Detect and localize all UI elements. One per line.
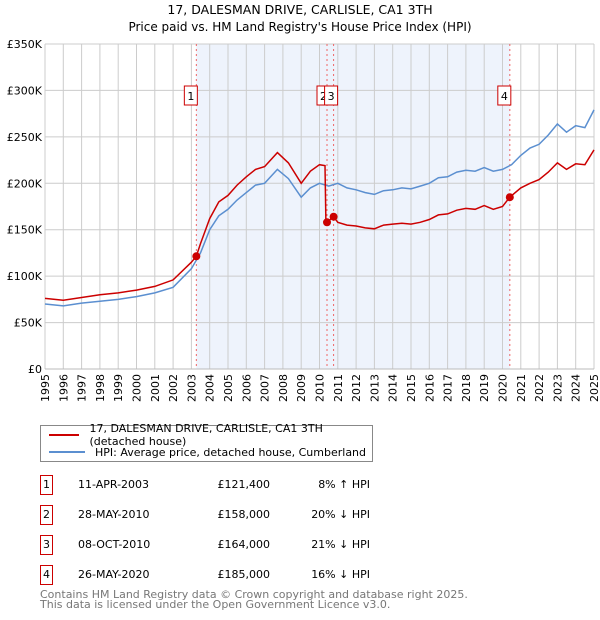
price-chart: 17, DALESMAN DRIVE, CARLISLE, CA1 3TH Pr… (7, 2, 600, 402)
sale-row: 4 26-MAY-2020 £185,000 16% ↓ HPI (40, 565, 440, 585)
y-tick-label: £100K (7, 270, 43, 283)
sale-marker-label: 4 (501, 90, 508, 103)
sale-marker-label: 3 (328, 90, 335, 103)
y-tick-label: £300K (7, 84, 43, 97)
x-tick-label: 2024 (570, 374, 583, 402)
sale-hpi-diff: 21% ↓ HPI (311, 538, 370, 551)
x-tick-label: 2008 (277, 374, 290, 402)
x-tick-label: 1995 (39, 374, 52, 402)
x-tick-label: 2004 (204, 374, 217, 402)
x-tick-label: 2021 (515, 374, 528, 402)
chart-title: 17, DALESMAN DRIVE, CARLISLE, CA1 3TH (167, 2, 432, 17)
sale-date: 11-APR-2003 (78, 478, 150, 491)
y-tick-label: £200K (7, 177, 43, 190)
x-tick-label: 2020 (497, 374, 510, 402)
x-tick-label: 2018 (460, 374, 473, 402)
legend-item-hpi: HPI: Average price, detached house, Cumb… (49, 444, 366, 460)
sale-row: 2 28-MAY-2010 £158,000 20% ↓ HPI (40, 505, 440, 525)
sale-marker-box (324, 85, 339, 106)
x-tick-label: 2012 (350, 374, 363, 402)
x-tick-label: 2007 (259, 374, 272, 402)
y-tick-label: £250K (7, 131, 43, 144)
x-tick-label: 2013 (368, 374, 381, 402)
x-tick-label: 2025 (588, 374, 600, 402)
sale-price: £164,000 (217, 538, 271, 551)
sale-number: 3 (40, 535, 53, 555)
sale-point (192, 252, 201, 261)
x-tick-label: 2017 (442, 374, 455, 402)
sale-number: 1 (40, 475, 53, 495)
footer-line: Contains HM Land Registry data © Crown c… (40, 588, 468, 601)
sale-row: 1 11-APR-2003 £121,400 8% ↑ HPI (40, 475, 440, 495)
y-tick-label: £350K (7, 38, 43, 51)
sale-marker-label: 1 (187, 90, 194, 103)
x-tick-label: 2009 (295, 374, 308, 402)
sale-price: £121,400 (217, 478, 271, 491)
x-tick-label: 2002 (167, 374, 180, 402)
x-tick-label: 2022 (533, 374, 546, 402)
sale-date: 08-OCT-2010 (78, 538, 151, 551)
sale-price: £158,000 (217, 508, 271, 521)
x-tick-label: 2011 (332, 374, 345, 402)
x-tick-label: 2016 (423, 374, 436, 402)
sale-point (323, 218, 332, 227)
x-tick-label: 2003 (185, 374, 198, 402)
sale-marker-box (183, 85, 198, 106)
series-line-hpi (44, 109, 595, 307)
x-tick-label: 2014 (387, 374, 400, 402)
chart-subtitle: Price paid vs. HM Land Registry's House … (128, 20, 471, 34)
legend-label: HPI: Average price, detached house, Cumb… (95, 445, 367, 459)
x-tick-label: 2000 (131, 374, 144, 402)
sale-marker-label: 2 (320, 90, 327, 103)
x-tick-label: 2015 (405, 374, 418, 402)
legend-label: 17, DALESMAN DRIVE, CARLISLE, CA1 3TH (d… (89, 422, 323, 448)
sale-price: £185,000 (217, 568, 271, 581)
footer-line: This data is licensed under the Open Gov… (40, 598, 391, 611)
x-tick-label: 2010 (314, 374, 327, 402)
sale-point (329, 212, 338, 221)
sale-date: 26-MAY-2020 (78, 568, 150, 581)
sale-row: 3 08-OCT-2010 £164,000 21% ↓ HPI (40, 535, 440, 555)
y-tick-label: £150K (7, 224, 43, 237)
sale-hpi-diff: 16% ↓ HPI (311, 568, 370, 581)
shaded-region (196, 44, 510, 369)
x-tick-label: 2001 (149, 374, 162, 402)
legend-swatch (49, 451, 85, 453)
sale-number: 2 (40, 505, 53, 525)
sale-hpi-diff: 20% ↓ HPI (311, 508, 370, 521)
sale-date: 28-MAY-2010 (78, 508, 150, 521)
x-tick-label: 2023 (551, 374, 564, 402)
sale-point (505, 193, 514, 202)
x-tick-label: 2019 (478, 374, 491, 402)
sale-number: 4 (40, 565, 53, 585)
legend-swatch (49, 434, 80, 436)
sale-marker-box (497, 85, 512, 106)
x-tick-label: 2005 (222, 374, 235, 402)
y-tick-label: £0 (28, 363, 42, 376)
x-tick-label: 1998 (94, 374, 107, 402)
sale-hpi-diff: 8% ↑ HPI (318, 478, 370, 491)
x-tick-label: 1996 (57, 374, 70, 402)
legend: 17, DALESMAN DRIVE, CARLISLE, CA1 3TH (d… (40, 422, 373, 462)
legend-item-property: 17, DALESMAN DRIVE, CARLISLE, CA1 3TH (d… (49, 422, 372, 448)
x-tick-label: 1999 (112, 374, 125, 402)
x-tick-label: 2006 (240, 374, 253, 402)
x-tick-label: 1997 (76, 374, 89, 402)
footer: Contains HM Land Registry data © Crown c… (40, 588, 468, 611)
y-tick-label: £50K (14, 317, 43, 330)
